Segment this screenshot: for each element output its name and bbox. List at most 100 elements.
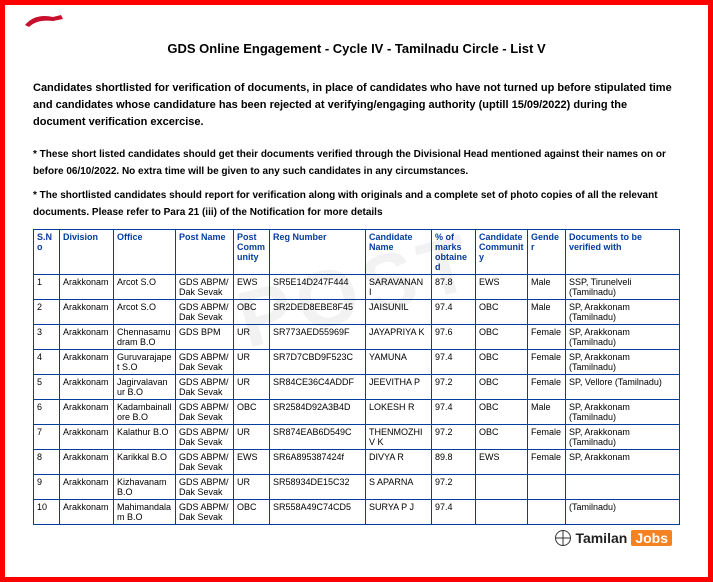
- cell-post: GDS ABPM/ Dak Sevak: [176, 375, 234, 400]
- cell-cand: THENMOZHI V K: [366, 425, 432, 450]
- cell-comm: UR: [234, 475, 270, 500]
- cell-ccom: OBC: [476, 400, 528, 425]
- cell-cand: LOKESH R: [366, 400, 432, 425]
- cell-reg: SR2584D92A3B4D: [270, 400, 366, 425]
- cell-ccom: EWS: [476, 450, 528, 475]
- cell-division: Arakkonam: [60, 375, 114, 400]
- cell-pct: 97.2: [432, 475, 476, 500]
- cell-cand: YAMUNA: [366, 350, 432, 375]
- cell-doc: [566, 475, 680, 500]
- cell-gender: [528, 475, 566, 500]
- cell-doc: SP, Arakkonam: [566, 450, 680, 475]
- cell-division: Arakkonam: [60, 275, 114, 300]
- col-header: Reg Number: [270, 230, 366, 275]
- col-header: % of marks obtained: [432, 230, 476, 275]
- cell-comm: EWS: [234, 275, 270, 300]
- col-header: S.No: [34, 230, 60, 275]
- cell-post: GDS ABPM/ Dak Sevak: [176, 500, 234, 525]
- cell-sno: 5: [34, 375, 60, 400]
- cell-cand: S APARNA: [366, 475, 432, 500]
- cell-reg: SR84CE36C4ADDF: [270, 375, 366, 400]
- cell-ccom: OBC: [476, 350, 528, 375]
- cell-office: Jagirvalavanur B.O: [114, 375, 176, 400]
- cell-gender: [528, 500, 566, 525]
- cell-doc: SSP, Tirunelveli (Tamilnadu): [566, 275, 680, 300]
- cell-doc: SP, Arakkonam (Tamilnadu): [566, 350, 680, 375]
- col-header: Candidate Name: [366, 230, 432, 275]
- cell-ccom: [476, 500, 528, 525]
- table-row: 4ArakkonamGuruvarajapet S.OGDS ABPM/ Dak…: [34, 350, 680, 375]
- cell-cand: JEEVITHA P: [366, 375, 432, 400]
- cell-sno: 3: [34, 325, 60, 350]
- cell-gender: Female: [528, 450, 566, 475]
- cell-doc: SP, Vellore (Tamilnadu): [566, 375, 680, 400]
- cell-post: GDS ABPM/ Dak Sevak: [176, 475, 234, 500]
- globe-icon: [555, 530, 571, 546]
- table-row: 2ArakkonamArcot S.OGDS ABPM/ Dak SevakOB…: [34, 300, 680, 325]
- cell-post: GDS ABPM/ Dak Sevak: [176, 450, 234, 475]
- col-header: Gender: [528, 230, 566, 275]
- intro-paragraph: Candidates shortlisted for verification …: [33, 80, 680, 131]
- cell-sno: 8: [34, 450, 60, 475]
- note-1: * These short listed candidates should g…: [33, 147, 680, 180]
- cell-comm: UR: [234, 325, 270, 350]
- cell-cand: DIVYA R: [366, 450, 432, 475]
- cell-pct: 89.8: [432, 450, 476, 475]
- cell-office: Guruvarajapet S.O: [114, 350, 176, 375]
- cell-office: Arcot S.O: [114, 275, 176, 300]
- cell-comm: OBC: [234, 400, 270, 425]
- cell-post: GDS ABPM/ Dak Sevak: [176, 425, 234, 450]
- cell-office: Kadambainallore B.O: [114, 400, 176, 425]
- cell-comm: UR: [234, 375, 270, 400]
- cell-reg: SR7D7CBD9F523C: [270, 350, 366, 375]
- cell-reg: SR558A49C74CD5: [270, 500, 366, 525]
- cell-sno: 6: [34, 400, 60, 425]
- cell-ccom: OBC: [476, 325, 528, 350]
- col-header: Division: [60, 230, 114, 275]
- india-post-logo: [23, 11, 67, 31]
- cell-reg: SR2DED8EBE8F45: [270, 300, 366, 325]
- cell-gender: Female: [528, 350, 566, 375]
- cell-reg: SR5E14D247F444: [270, 275, 366, 300]
- cell-doc: SP, Arakkonam (Tamilnadu): [566, 425, 680, 450]
- cell-cand: SARAVANAN I: [366, 275, 432, 300]
- col-header: Post Name: [176, 230, 234, 275]
- candidates-table: S.NoDivisionOfficePost NamePost Communit…: [33, 229, 680, 525]
- cell-gender: Female: [528, 325, 566, 350]
- cell-post: GDS ABPM/ Dak Sevak: [176, 275, 234, 300]
- cell-ccom: [476, 475, 528, 500]
- cell-post: GDS ABPM/ Dak Sevak: [176, 400, 234, 425]
- cell-division: Arakkonam: [60, 425, 114, 450]
- table-row: 7ArakkonamKalathur B.OGDS ABPM/ Dak Seva…: [34, 425, 680, 450]
- cell-reg: SR6A895387424f: [270, 450, 366, 475]
- cell-post: GDS BPM: [176, 325, 234, 350]
- cell-ccom: EWS: [476, 275, 528, 300]
- cell-gender: Male: [528, 300, 566, 325]
- cell-office: Kalathur B.O: [114, 425, 176, 450]
- cell-office: Arcot S.O: [114, 300, 176, 325]
- col-header: Post Community: [234, 230, 270, 275]
- cell-division: Arakkonam: [60, 350, 114, 375]
- cell-pct: 97.6: [432, 325, 476, 350]
- cell-doc: SP, Arakkonam (Tamilnadu): [566, 325, 680, 350]
- cell-doc: (Tamilnadu): [566, 500, 680, 525]
- table-row: 10ArakkonamMahimandalam B.OGDS ABPM/ Dak…: [34, 500, 680, 525]
- cell-gender: Male: [528, 400, 566, 425]
- cell-cand: JAYAPRIYA K: [366, 325, 432, 350]
- cell-comm: OBC: [234, 300, 270, 325]
- cell-comm: UR: [234, 425, 270, 450]
- cell-division: Arakkonam: [60, 475, 114, 500]
- cell-office: Mahimandalam B.O: [114, 500, 176, 525]
- cell-reg: SR773AED55969F: [270, 325, 366, 350]
- cell-gender: Female: [528, 375, 566, 400]
- cell-ccom: OBC: [476, 375, 528, 400]
- table-row: 6ArakkonamKadambainallore B.OGDS ABPM/ D…: [34, 400, 680, 425]
- cell-pct: 97.4: [432, 400, 476, 425]
- table-row: 3ArakkonamChennasamudram B.OGDS BPMURSR7…: [34, 325, 680, 350]
- cell-division: Arakkonam: [60, 400, 114, 425]
- cell-pct: 97.4: [432, 350, 476, 375]
- cell-ccom: OBC: [476, 300, 528, 325]
- cell-ccom: OBC: [476, 425, 528, 450]
- cell-cand: SURYA P J: [366, 500, 432, 525]
- cell-sno: 1: [34, 275, 60, 300]
